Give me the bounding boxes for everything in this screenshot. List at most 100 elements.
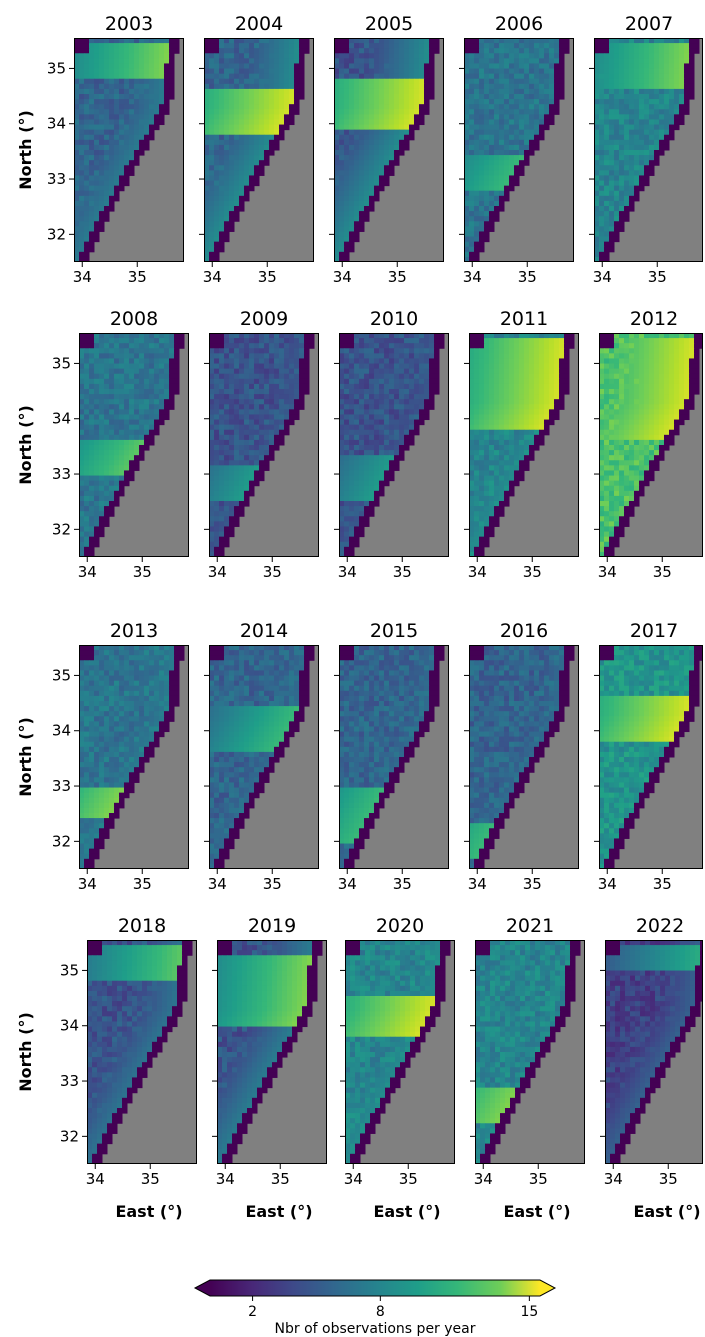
- heat-cell: [224, 114, 230, 120]
- heat-cell: [104, 144, 110, 151]
- heat-cell: [94, 358, 100, 365]
- heat-cell: [369, 139, 375, 146]
- heat-cell: [84, 53, 90, 59]
- heat-cell: [469, 129, 475, 136]
- heat-cell: [664, 83, 670, 90]
- heat-cell: [219, 333, 225, 339]
- heat-cell: [474, 119, 480, 126]
- heat-cell: [244, 363, 250, 370]
- heat-cell: [689, 83, 695, 90]
- heat-cell: [214, 475, 220, 482]
- heat-cell: [404, 389, 410, 395]
- heat-cell: [204, 73, 210, 80]
- heat-cell: [154, 378, 160, 385]
- heat-cell: [124, 160, 130, 166]
- heat-cell: [439, 343, 445, 349]
- heat-cell: [244, 373, 250, 380]
- heat-cell: [109, 470, 115, 477]
- heat-cell: [599, 109, 605, 115]
- heat-cell: [489, 139, 495, 146]
- heat-cell: [104, 195, 110, 202]
- heat-cell: [629, 109, 635, 115]
- heat-cell: [644, 78, 650, 85]
- heat-cell: [279, 389, 285, 395]
- heat-cell: [134, 119, 140, 126]
- heat-cell: [99, 450, 105, 456]
- heat-cell: [464, 236, 470, 243]
- heat-cell: [349, 53, 355, 59]
- heat-cell: [164, 373, 170, 380]
- heat-cell: [399, 134, 405, 141]
- heat-cell: [664, 38, 670, 44]
- heat-cell: [74, 170, 80, 176]
- heat-cell: [404, 348, 410, 354]
- heat-cell: [264, 383, 270, 390]
- heat-cell: [299, 363, 305, 370]
- heat-cell: [154, 348, 160, 354]
- heat-cell: [209, 256, 215, 262]
- heat-cell: [129, 409, 135, 415]
- heat-cell: [244, 419, 250, 426]
- heat-cell: [214, 241, 220, 248]
- heat-cell: [94, 150, 100, 156]
- heat-cell: [344, 53, 350, 59]
- heat-cell: [464, 139, 470, 146]
- heat-cell: [609, 160, 615, 166]
- heat-cell: [629, 180, 635, 187]
- heat-cell: [424, 88, 430, 95]
- heat-cell: [649, 139, 655, 146]
- heat-cell: [609, 88, 615, 95]
- heat-cell: [594, 216, 600, 222]
- heat-cell: [149, 338, 155, 344]
- heat-cell: [484, 144, 490, 151]
- heat-cell: [254, 419, 260, 426]
- heat-cell: [94, 38, 100, 44]
- heat-cell: [339, 485, 345, 492]
- heat-cell: [629, 144, 635, 151]
- heat-cell: [394, 343, 400, 349]
- heat-cell: [219, 83, 225, 90]
- heat-cell: [84, 541, 90, 548]
- heat-cell: [494, 134, 500, 141]
- heat-cell: [209, 495, 215, 502]
- heat-cell: [99, 343, 105, 349]
- heat-cell: [619, 58, 625, 64]
- heat-cell: [339, 536, 345, 543]
- heat-cell: [439, 338, 445, 344]
- heat-cell: [384, 175, 390, 182]
- heat-cell: [244, 424, 250, 431]
- heat-cell: [134, 58, 140, 64]
- heat-cell: [669, 38, 675, 44]
- heat-cell: [214, 419, 220, 426]
- heat-cell: [334, 180, 340, 187]
- heat-cell: [99, 38, 105, 44]
- heat-cell: [514, 88, 520, 95]
- heat-cell: [104, 485, 110, 492]
- heat-cell: [364, 144, 370, 151]
- panel-title: 2003: [105, 13, 153, 35]
- heat-cell: [114, 160, 120, 166]
- heat-cell: [84, 455, 90, 461]
- heat-cell: [219, 389, 225, 395]
- heat-cell: [514, 109, 520, 115]
- heat-cell: [644, 58, 650, 64]
- heat-cell: [484, 114, 490, 120]
- heat-cell: [469, 175, 475, 182]
- heat-cell: [89, 394, 95, 400]
- heat-cell: [509, 185, 515, 192]
- heat-cell: [214, 333, 220, 339]
- heat-cell: [354, 58, 360, 64]
- heat-cell: [79, 414, 85, 421]
- heat-cell: [239, 343, 245, 349]
- heat-cell: [379, 439, 385, 446]
- heat-cell: [84, 445, 90, 451]
- heat-cell: [354, 424, 360, 431]
- heat-cell: [264, 78, 270, 85]
- panel-frame: [334, 38, 444, 262]
- heat-cell: [354, 506, 360, 512]
- heat-cell: [379, 73, 385, 80]
- heat-cell: [134, 83, 140, 90]
- heat-cell: [634, 155, 640, 161]
- heat-cell: [364, 43, 370, 49]
- heat-cell: [419, 48, 425, 54]
